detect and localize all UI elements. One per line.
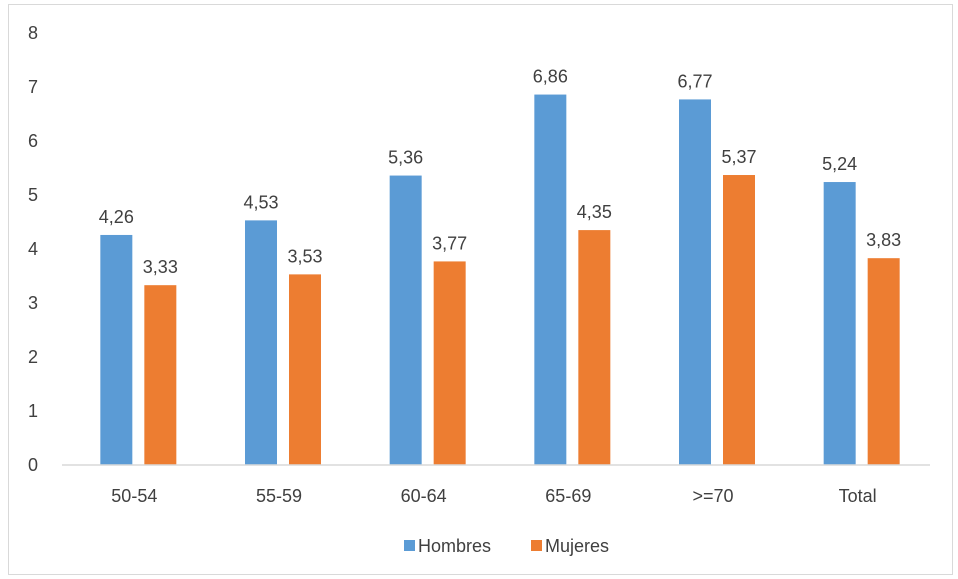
bar-hombres-3 [534,94,567,465]
bar-hombres-2 [389,175,422,465]
x-tick-label: 55-59 [256,486,302,506]
bar-hombres-5 [823,182,856,466]
data-label-mujeres-1: 3,53 [287,246,322,266]
data-label-hombres-0: 4,26 [99,207,134,227]
x-axis-labels: 50-54 55-59 60-64 65-69 >=70 Total [111,486,876,506]
data-label-mujeres-5: 3,83 [866,230,901,250]
data-label-hombres-5: 5,24 [822,154,857,174]
data-label-hombres-4: 6,77 [677,71,712,91]
y-tick-label: 5 [28,185,38,205]
data-labels: 4,26 3,33 4,53 3,53 5,36 3,77 6,86 4,35 6,77 5,37… [99,67,901,278]
bar-mujeres-0 [144,285,177,465]
bar-mujeres-2 [433,261,466,465]
x-tick-label: 50-54 [111,486,157,506]
y-tick-label: 3 [28,293,38,313]
x-tick-label: 60-64 [401,486,447,506]
y-tick-label: 7 [28,77,38,97]
x-tick-label: >=70 [692,486,733,506]
y-tick-label: 0 [28,455,38,475]
bar-mujeres-5 [867,258,900,465]
legend-swatch-mujeres [531,540,542,551]
data-label-hombres-3: 6,86 [533,67,568,87]
data-label-hombres-1: 4,53 [243,192,278,212]
legend-swatch-hombres [404,540,415,551]
data-label-mujeres-4: 5,37 [721,147,756,167]
y-axis-ticks: 0 1 2 3 4 5 6 7 8 [28,23,38,475]
bar-hombres-4 [679,99,711,466]
y-tick-label: 1 [28,401,38,421]
legend-label-mujeres: Mujeres [545,536,609,556]
bar-mujeres-1 [289,274,321,465]
data-label-mujeres-2: 3,77 [432,233,467,253]
bars-group [100,94,900,466]
bar-hombres-1 [245,220,277,465]
y-tick-label: 2 [28,347,38,367]
data-label-hombres-2: 5,36 [388,148,423,168]
data-label-mujeres-3: 4,35 [577,202,612,222]
y-tick-label: 4 [28,239,38,259]
data-label-mujeres-0: 3,33 [143,257,178,277]
y-tick-label: 8 [28,23,38,43]
x-tick-label: Total [839,486,877,506]
y-tick-label: 6 [28,131,38,151]
legend-label-hombres: Hombres [418,536,491,556]
legend: Hombres Mujeres [404,536,609,556]
bar-hombres-0 [100,234,133,465]
bar-mujeres-3 [578,230,611,465]
x-tick-label: 65-69 [545,486,591,506]
bar-mujeres-4 [723,175,755,465]
